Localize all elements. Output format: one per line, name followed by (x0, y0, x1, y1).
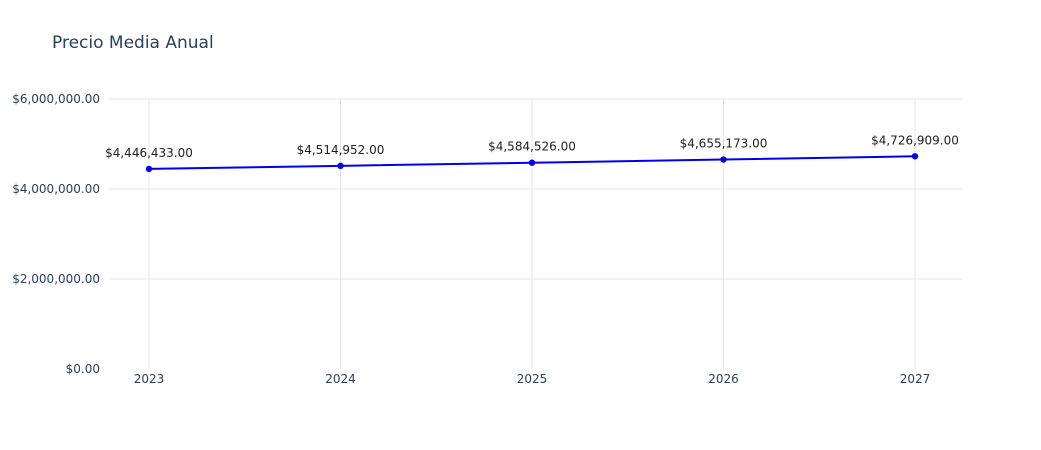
y-tick-label: $2,000,000.00 (12, 272, 100, 286)
data-label: $4,446,433.00 (105, 146, 193, 160)
y-tick-label: $6,000,000.00 (12, 92, 100, 106)
y-tick-label: $4,000,000.00 (12, 182, 100, 196)
data-point (720, 156, 727, 163)
data-label: $4,726,909.00 (871, 133, 959, 147)
data-label: $4,584,526.00 (488, 140, 576, 154)
data-label: $4,514,952.00 (297, 143, 385, 157)
data-point (145, 165, 153, 173)
x-tick-label: 2023 (134, 372, 165, 386)
x-tick-label: 2024 (325, 372, 356, 386)
data-label: $4,655,173.00 (680, 137, 768, 151)
x-tick-label: 2025 (517, 372, 548, 386)
data-point (911, 153, 919, 160)
x-tick-label: 2027 (900, 372, 931, 386)
chart-title: Precio Media Anual (52, 33, 214, 53)
data-point (337, 162, 344, 170)
x-tick-label: 2026 (708, 372, 739, 386)
data-point (528, 159, 536, 166)
y-tick-label: $0.00 (66, 362, 100, 376)
